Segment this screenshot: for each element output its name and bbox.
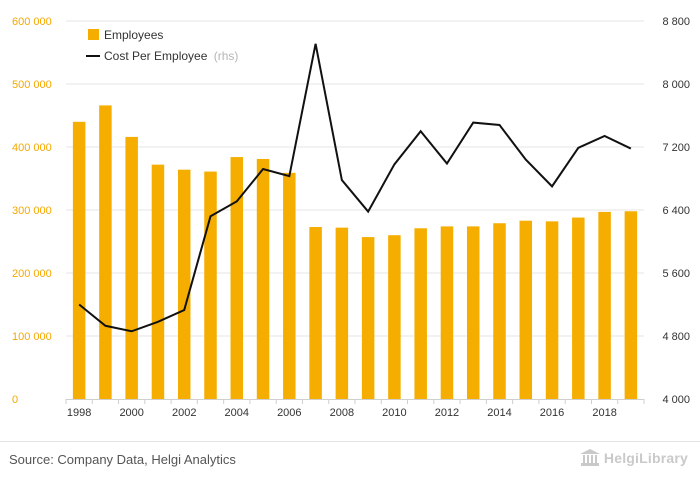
employees-bar <box>493 223 506 399</box>
x-tick-label: 2000 <box>119 407 143 419</box>
employees-bar <box>598 211 611 399</box>
employees-bar <box>151 164 165 399</box>
combo-chart: 0 100 000 200 000 300 000 400 000 500 000 600 … <box>12 16 690 419</box>
legend-label-employees: Employees <box>104 28 163 42</box>
employees-bar <box>519 220 533 399</box>
right-tick-label: 4 800 <box>662 331 690 343</box>
employees-bar <box>283 172 296 399</box>
employees-bar <box>440 226 454 399</box>
right-tick-label: 8 000 <box>662 79 690 91</box>
left-tick-label: 0 <box>12 394 18 406</box>
left-tick-label: 500 000 <box>12 79 52 91</box>
employees-bar <box>466 226 480 399</box>
right-tick-label: 8 800 <box>662 16 690 28</box>
employees-bar <box>177 169 191 399</box>
employees-bar <box>256 158 270 399</box>
x-tick-label: 2008 <box>330 407 354 419</box>
x-tick-label: 2016 <box>540 407 564 419</box>
legend-swatch-employees <box>88 29 99 40</box>
right-tick-label: 5 600 <box>662 268 690 280</box>
employees-bar <box>361 237 375 399</box>
employees-bar <box>572 217 585 399</box>
employees-bar <box>414 228 427 399</box>
legend-note-rhs: (rhs) <box>214 49 239 63</box>
left-axis: 0 100 000 200 000 300 000 400 000 500 000 600 … <box>12 16 52 406</box>
right-tick-label: 6 400 <box>662 205 690 217</box>
x-axis: 1998 2000 2002 2004 2006 2008 2010 2012 2014 2016… <box>65 399 645 419</box>
left-tick-label: 400 000 <box>12 142 52 154</box>
employees-bar <box>309 227 322 399</box>
cost-per-employee-polyline <box>78 43 632 333</box>
x-tick-label: 2004 <box>225 407 249 419</box>
employees-bar <box>624 211 638 399</box>
x-tick-label: 2014 <box>487 407 511 419</box>
left-tick-label: 600 000 <box>12 16 52 28</box>
employees-bar <box>125 136 138 400</box>
cost-per-employee-line <box>78 43 632 333</box>
employees-bar <box>204 171 217 399</box>
right-axis: 4 000 4 800 5 600 6 400 7 200 8 000 8 800 <box>662 16 690 406</box>
x-tick-label: 2002 <box>172 407 196 419</box>
x-tick-label: 2010 <box>382 407 406 419</box>
x-tick-label: 2012 <box>435 407 459 419</box>
brand-name: HelgiLibrary <box>603 450 688 466</box>
employees-bar <box>99 105 112 400</box>
employees-bar <box>545 221 559 399</box>
employees-bar <box>335 227 349 399</box>
left-tick-label: 200 000 <box>12 268 52 280</box>
legend-label-cost: Cost Per Employee <box>104 49 208 63</box>
svg-text:Cost Per Employee (rhs): Cost Per Employee (rhs) <box>104 49 238 63</box>
left-tick-label: 300 000 <box>12 205 52 217</box>
x-tick-label: 2018 <box>592 407 616 419</box>
right-tick-label: 7 200 <box>662 142 690 154</box>
footer-divider <box>0 441 700 442</box>
employees-bars <box>72 105 638 400</box>
x-tick-label: 2006 <box>277 407 301 419</box>
employees-bar <box>388 235 401 399</box>
x-tick-label: 1998 <box>67 407 91 419</box>
right-tick-label: 4 000 <box>662 394 690 406</box>
employees-bar <box>230 157 244 399</box>
library-building-icon <box>579 449 600 466</box>
legend: Employees Cost Per Employee (rhs) <box>86 28 238 63</box>
employees-bar <box>72 121 86 400</box>
helgi-library-logo: HelgiLibrary <box>579 449 688 467</box>
source-note: Source: Company Data, Helgi Analytics <box>9 452 236 467</box>
left-tick-label: 100 000 <box>12 331 52 343</box>
